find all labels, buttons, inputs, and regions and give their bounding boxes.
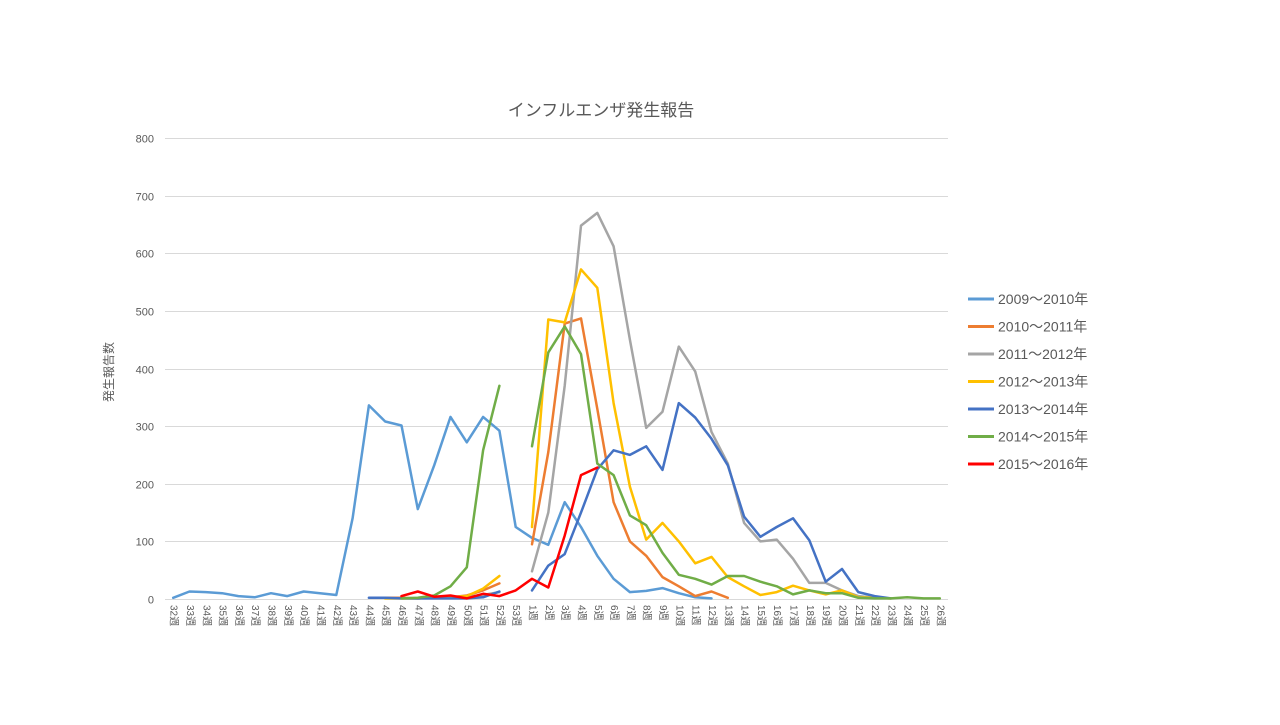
y-tick-label: 600	[136, 249, 154, 261]
gridlines	[165, 138, 948, 600]
x-tick-label: 52週	[494, 605, 506, 626]
legend-label: 2012～2013年	[998, 374, 1088, 390]
x-tick-label: 17週	[788, 605, 800, 626]
x-tick-label: 5週	[592, 605, 604, 621]
chart-title: インフルエンザ発生報告	[508, 101, 695, 120]
legend-label: 2015～2016年	[998, 456, 1088, 472]
x-tick-label: 3週	[559, 605, 571, 621]
legend-label: 2011～2012年	[998, 346, 1087, 362]
y-tick-label: 0	[148, 595, 154, 607]
legend-label: 2009～2010年	[998, 291, 1088, 307]
x-tick-label: 9週	[657, 605, 669, 621]
y-tick-label: 100	[136, 537, 154, 549]
y-axis-title: 発生報告数	[101, 342, 116, 402]
series-lines	[171, 211, 942, 600]
series-line-5	[367, 401, 893, 600]
x-tick-label: 39週	[282, 605, 294, 626]
x-tick-label: 21週	[853, 605, 865, 626]
legend-entry: 2009～2010年	[968, 291, 1088, 307]
x-tick-label: 53週	[510, 605, 522, 626]
x-tick-label: 13週	[722, 605, 734, 626]
legend: 2009～2010年 2010～2011年 2011～2012年 2012～2013年…	[968, 291, 1088, 472]
x-tick-label: 11週	[690, 605, 702, 625]
legend-entry: 2014～2015年	[968, 429, 1088, 445]
x-tick-label: 6週	[608, 605, 620, 621]
y-tick-label: 700	[136, 192, 154, 204]
x-tick-label: 4週	[575, 605, 587, 621]
x-tick-label: 25週	[918, 605, 930, 626]
x-tick-label: 26週	[934, 605, 946, 626]
x-tick-label: 41週	[314, 605, 326, 626]
legend-label: 2013～2014年	[998, 401, 1088, 417]
x-tick-label: 14週	[739, 605, 751, 626]
x-tick-label: 15週	[755, 605, 767, 626]
x-tick-label: 42週	[331, 605, 343, 626]
x-tick-label: 48週	[429, 605, 441, 626]
x-tick-label: 19週	[820, 605, 832, 626]
x-tick-label: 46週	[396, 605, 408, 626]
x-tick-label: 8週	[641, 605, 653, 621]
x-tick-label: 23週	[885, 605, 897, 626]
x-tick-label: 10週	[673, 605, 685, 626]
x-tick-label: 38週	[266, 605, 278, 626]
legend-entry: 2012～2013年	[968, 374, 1088, 390]
y-tick-label: 800	[136, 134, 154, 146]
series-line-1	[171, 404, 713, 600]
x-tick-label: 12週	[706, 605, 718, 626]
x-tick-label: 22週	[869, 605, 881, 626]
y-tick-label: 200	[136, 480, 154, 492]
x-tick-label: 50週	[461, 605, 473, 626]
x-tick-label: 20週	[836, 605, 848, 626]
series-line-7	[400, 466, 599, 600]
legend-label: 2010～2011年	[998, 319, 1087, 335]
legend-entry: 2010～2011年	[968, 319, 1087, 335]
x-tick-label: 36週	[233, 605, 245, 626]
legend-entry: 2013～2014年	[968, 401, 1088, 417]
x-tick-label: 43週	[347, 605, 359, 626]
x-tick-label: 34週	[200, 605, 212, 626]
legend-entry: 2015～2016年	[968, 456, 1088, 472]
x-tick-label: 7週	[624, 605, 636, 621]
x-tick-label: 18週	[804, 605, 816, 626]
x-tick-label: 44週	[363, 605, 375, 626]
y-axis-tick-labels: 0 100 200 300 400 500 600 700 800	[136, 134, 154, 607]
legend-entry: 2011～2012年	[968, 346, 1087, 362]
x-tick-label: 47週	[412, 605, 424, 626]
legend-label: 2014～2015年	[998, 429, 1088, 445]
x-tick-label: 49週	[445, 605, 457, 626]
x-tick-label: 24週	[902, 605, 914, 626]
x-tick-label: 35週	[217, 605, 229, 626]
x-tick-label: 33週	[184, 605, 196, 626]
x-tick-label: 2週	[543, 605, 555, 621]
x-tick-label: 16週	[771, 605, 783, 626]
x-tick-label: 1週	[527, 605, 539, 621]
x-tick-label: 40週	[298, 605, 310, 626]
y-tick-label: 400	[136, 365, 154, 377]
y-tick-label: 500	[136, 307, 154, 319]
x-tick-label: 45週	[380, 605, 392, 626]
x-axis-tick-labels: 32週 33週 34週 35週 36週 37週 38週 39週 40週 41週 42週 43週 44週 4…	[168, 605, 947, 626]
series-line-6	[400, 325, 942, 600]
x-tick-label: 37週	[249, 605, 261, 626]
x-tick-label: 32週	[168, 605, 180, 626]
y-tick-label: 300	[136, 422, 154, 434]
x-tick-label: 51週	[478, 605, 490, 626]
